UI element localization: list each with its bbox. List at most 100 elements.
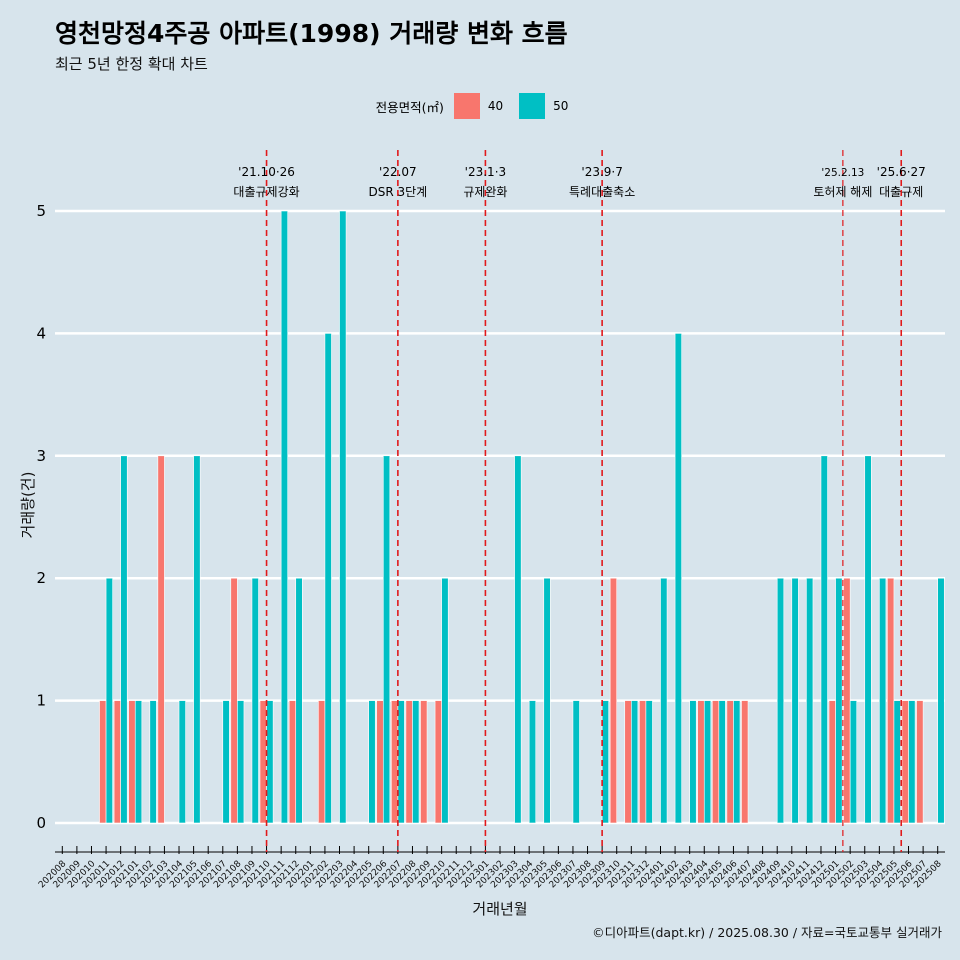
- bar-40: [916, 700, 924, 824]
- event-date: '25.6·27: [877, 165, 926, 179]
- bar-50: [572, 700, 580, 824]
- bar-50: [368, 700, 376, 824]
- bar-50: [222, 700, 230, 824]
- event-date: '23.9·7: [581, 165, 622, 179]
- legend-label-40: 40: [487, 99, 504, 113]
- chart-title: 영천망정4주공 아파트(1998) 거래량 변화 흐름: [55, 19, 568, 48]
- bar-50: [645, 700, 653, 824]
- y-tick-label: 5: [36, 202, 46, 220]
- event-label: 토허제 해제: [813, 185, 872, 199]
- bar-50: [324, 333, 332, 824]
- bar-50: [601, 700, 609, 824]
- bar-40: [288, 700, 297, 824]
- bar-40: [624, 700, 632, 824]
- bar-50: [543, 577, 551, 824]
- legend-label-50: 50: [553, 99, 569, 113]
- event-date: '21.10·26: [238, 165, 295, 179]
- bar-40: [405, 700, 413, 824]
- bar-50: [937, 577, 945, 824]
- bar-40: [259, 700, 267, 824]
- bar-40: [741, 700, 749, 824]
- bar-40: [128, 700, 136, 824]
- y-tick-label: 4: [36, 324, 46, 342]
- bar-40: [639, 700, 647, 824]
- bar-50: [733, 700, 741, 824]
- bar-40: [99, 700, 107, 824]
- event-label: 특례대출축소: [569, 185, 635, 199]
- bar-50: [776, 577, 785, 824]
- bar-50: [820, 455, 828, 824]
- bar-50: [514, 455, 522, 824]
- bar-50: [412, 700, 420, 824]
- legend-item-40: 40: [453, 93, 504, 119]
- bar-50: [806, 577, 814, 824]
- bar-50: [674, 333, 682, 824]
- bar-40: [887, 577, 895, 824]
- y-tick-label: 0: [36, 814, 46, 832]
- event-label: 대출규제강화: [233, 185, 299, 199]
- bar-50: [879, 577, 887, 824]
- bar-40: [434, 700, 442, 824]
- x-axis-title: 거래년월: [472, 900, 527, 918]
- bar-50: [397, 700, 405, 824]
- bar-50: [382, 455, 391, 824]
- legend-swatch-50: [519, 93, 546, 119]
- y-tick-label: 3: [36, 447, 46, 465]
- bar-50: [149, 700, 157, 824]
- bar-50: [893, 700, 901, 824]
- bar-50: [864, 455, 872, 824]
- bar-40: [318, 700, 326, 824]
- bar-50: [105, 577, 113, 824]
- chart-subtitle: 최근 5년 한정 확대 차트: [55, 55, 208, 73]
- bar-50: [528, 700, 537, 824]
- bar-40: [697, 700, 705, 824]
- event-label: 규제완화: [463, 185, 507, 199]
- bar-50: [280, 210, 289, 824]
- bar-50: [631, 700, 639, 824]
- event-date: '23.1·3: [465, 165, 506, 179]
- bar-50: [339, 210, 347, 824]
- bar-40: [609, 577, 618, 824]
- y-tick-label: 1: [36, 692, 46, 710]
- bar-50: [120, 455, 128, 824]
- bar-40: [157, 455, 165, 824]
- bar-50: [908, 700, 916, 824]
- bar-50: [718, 700, 726, 824]
- y-axis-title: 거래량(건): [19, 472, 37, 539]
- event-date: '25.2.13: [821, 167, 864, 179]
- bar-50: [703, 700, 712, 824]
- bar-40: [711, 700, 720, 824]
- bar-40: [420, 700, 428, 824]
- event-label: DSR 3단계: [369, 185, 428, 199]
- bar-50: [251, 577, 259, 824]
- bar-50: [193, 455, 201, 824]
- bar-50: [295, 577, 303, 824]
- bar-50: [441, 577, 449, 824]
- legend-item-50: 50: [519, 93, 568, 119]
- legend-swatch-40: [453, 93, 480, 119]
- event-date: '22.07: [379, 165, 417, 179]
- bar-40: [843, 577, 851, 824]
- legend-title: 전용면적(㎡): [375, 99, 444, 115]
- source-caption: ©디아파트(dapt.kr) / 2025.08.30 / 자료=국토교통부 실…: [592, 925, 942, 940]
- y-tick-label: 2: [36, 569, 46, 587]
- bar-50: [134, 700, 143, 824]
- bar-40: [113, 700, 121, 824]
- bar-40: [901, 700, 909, 824]
- bar-40: [391, 700, 399, 824]
- legend: 전용면적(㎡) 40 50: [0, 93, 960, 119]
- bar-50: [689, 700, 697, 824]
- bar-40: [230, 577, 238, 824]
- bar-50: [791, 577, 799, 824]
- bar-40: [726, 700, 734, 824]
- bar-50: [178, 700, 186, 824]
- bar-40: [828, 700, 836, 824]
- bar-50: [835, 577, 843, 824]
- bar-50: [660, 577, 668, 824]
- bar-50: [237, 700, 245, 824]
- bar-50: [266, 700, 274, 824]
- bar-50: [849, 700, 858, 824]
- bar-40: [376, 700, 384, 824]
- event-label: 대출규제: [879, 185, 923, 199]
